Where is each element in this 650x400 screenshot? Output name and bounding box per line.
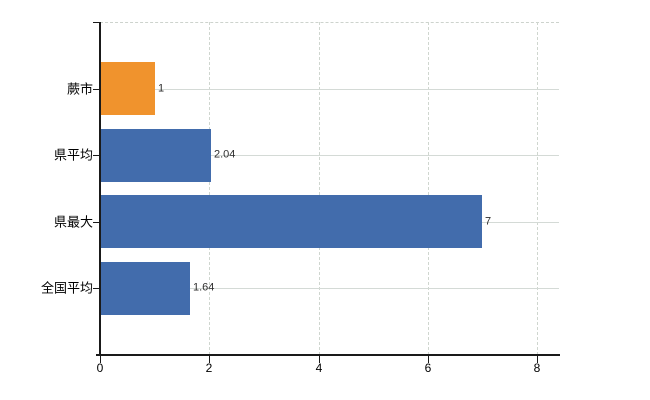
bar (100, 262, 190, 315)
category-label: 県最大 (53, 214, 93, 230)
x-axis-tick-label: 2 (205, 361, 213, 375)
x-axis-tick (537, 356, 538, 363)
y-gridline (100, 89, 559, 90)
x-axis-tick-label: 8 (533, 361, 541, 375)
plot-area: 1 2.04 7 1.64 (100, 22, 559, 355)
x-axis-tick-label: 4 (315, 361, 323, 375)
y-axis-tick (93, 155, 99, 156)
bar-value-label: 1 (158, 82, 165, 95)
x-axis-tick (428, 356, 429, 363)
bar (100, 195, 482, 248)
bar-value-label: 7 (485, 215, 492, 228)
x-gridline (209, 22, 211, 355)
x-axis-tick-label: 0 (96, 361, 104, 375)
plot-top-gridline (100, 22, 559, 23)
bar-value-label: 2.04 (214, 148, 236, 161)
x-axis-tick-label: 6 (424, 361, 432, 375)
x-axis-tick (209, 356, 210, 363)
x-axis-tick (319, 356, 320, 363)
y-axis-tick (93, 222, 99, 223)
bar (100, 62, 155, 115)
x-gridline (318, 22, 320, 355)
bar-value-label: 1.64 (193, 281, 215, 294)
y-axis-end-tick (93, 22, 99, 23)
y-gridline (100, 288, 559, 289)
category-label: 全国平均 (40, 280, 93, 296)
y-axis-tick (93, 89, 99, 90)
x-axis-tick (100, 356, 101, 363)
x-gridline (537, 22, 538, 355)
y-axis-line (99, 22, 101, 356)
y-axis-tick (93, 288, 99, 289)
bar (100, 129, 211, 182)
y-gridline (100, 155, 559, 156)
x-gridline (427, 22, 429, 355)
category-label: 県平均 (53, 147, 93, 163)
category-label: 蕨市 (66, 81, 93, 97)
x-axis-line (96, 354, 560, 356)
